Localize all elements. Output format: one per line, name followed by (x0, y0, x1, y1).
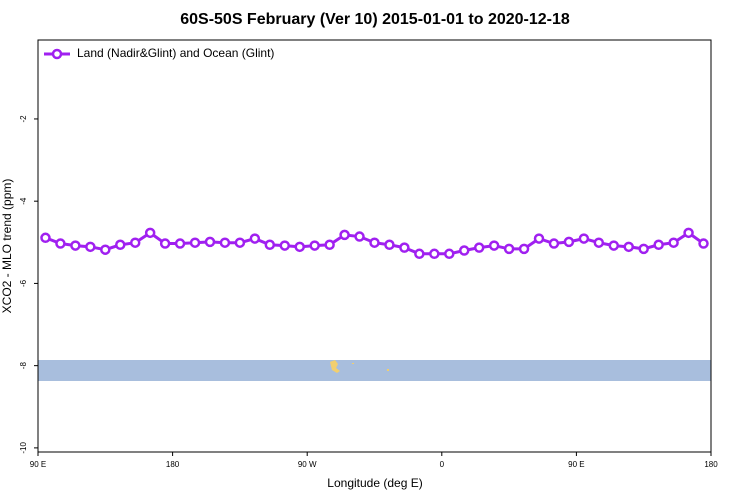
point (608, 240, 620, 251)
point (204, 236, 216, 248)
point (518, 243, 530, 255)
legend-label: Land (Nadir&Glint) and Ocean (Glint) (77, 46, 274, 60)
point (55, 238, 66, 249)
point (473, 242, 485, 253)
point (294, 241, 305, 253)
y-tick-label: -10 (19, 442, 28, 454)
point (339, 229, 350, 241)
x-tick-label: 90 W (298, 460, 317, 469)
point (189, 237, 201, 248)
y-tick-label: -6 (19, 279, 28, 287)
x-tick-label: 90 E (30, 460, 46, 469)
point (623, 241, 634, 253)
x-tick-label: 90 E (568, 460, 584, 469)
point (668, 237, 679, 248)
point (429, 248, 440, 260)
map-strip (38, 360, 711, 381)
point (488, 240, 500, 251)
land-patch (330, 360, 340, 373)
x-tick-label: 180 (166, 460, 180, 469)
x-tick-label: 0 (440, 460, 445, 469)
point (444, 248, 455, 260)
point (653, 239, 664, 251)
point (324, 239, 335, 251)
point (234, 237, 246, 248)
point (414, 248, 425, 260)
point (369, 237, 380, 248)
point (85, 241, 96, 253)
legend-marker (51, 48, 63, 60)
y-tick-label: -2 (19, 115, 28, 123)
point (174, 238, 186, 249)
point (683, 227, 694, 239)
point (159, 238, 171, 249)
point (698, 238, 709, 249)
point (100, 244, 111, 255)
point (458, 245, 470, 256)
point (593, 237, 605, 248)
point (354, 231, 365, 242)
x-tick-label: 180 (704, 460, 718, 469)
point (309, 240, 320, 251)
point (638, 243, 649, 255)
point (249, 233, 261, 244)
point (563, 236, 575, 248)
point (399, 242, 410, 253)
point (144, 227, 156, 239)
x-axis-label: Longitude (deg E) (327, 476, 422, 490)
point (548, 238, 560, 249)
point (264, 239, 276, 251)
plot-frame (37, 39, 712, 453)
land-patch (352, 363, 354, 364)
point (115, 239, 126, 251)
point (503, 243, 515, 255)
point (533, 233, 545, 244)
point (70, 240, 81, 251)
y-tick-label: -4 (19, 197, 28, 205)
land-patch (387, 369, 389, 371)
point (384, 239, 395, 251)
chart-title: 60S-50S February (Ver 10) 2015-01-01 to … (180, 11, 570, 28)
point (40, 232, 51, 244)
point (129, 237, 141, 248)
y-tick-label: -8 (19, 362, 28, 370)
y-axis-label: XCO2 - MLO trend (ppm) (0, 179, 14, 314)
point (279, 240, 291, 251)
point (219, 237, 231, 248)
point (578, 233, 590, 244)
